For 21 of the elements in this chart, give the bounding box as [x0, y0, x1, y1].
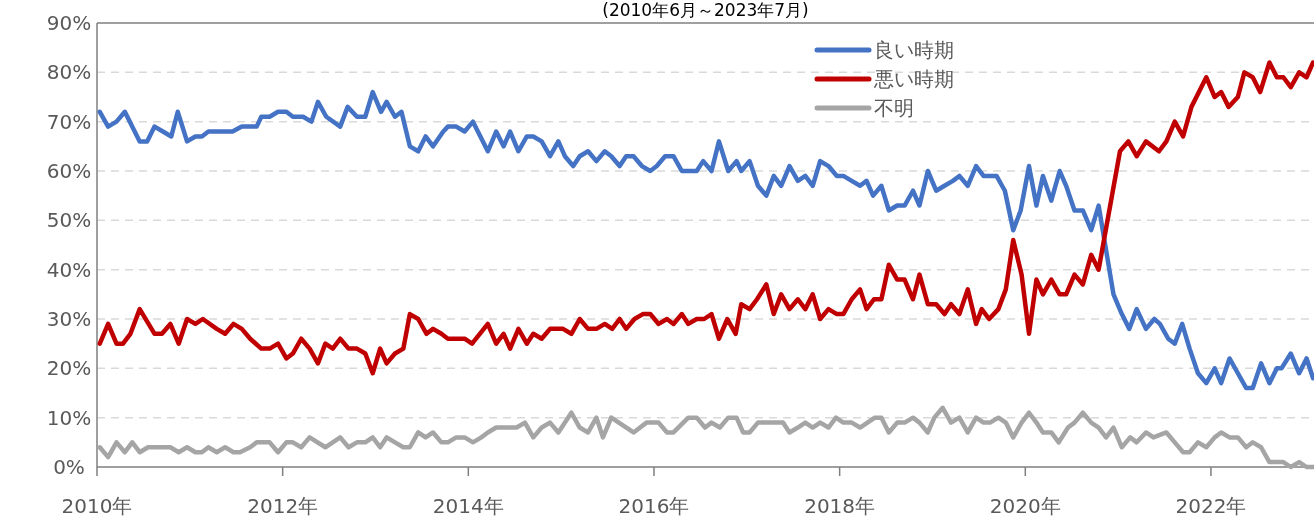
legend-label: 良い時期 — [874, 38, 954, 62]
y-tick-label: 90% — [46, 11, 92, 35]
x-tick-label: 2022年 — [1175, 494, 1247, 518]
y-tick-label: 60% — [46, 159, 92, 183]
y-tick-label: 30% — [46, 307, 92, 331]
y-tick-label: 0% — [53, 455, 85, 479]
x-tick-label: 2012年 — [247, 494, 319, 518]
legend-label: 悪い時期 — [873, 67, 954, 91]
x-tick-label: 2018年 — [804, 494, 876, 518]
x-tick-label: 2010年 — [61, 494, 133, 518]
y-tick-label: 40% — [46, 257, 92, 282]
y-tick-label: 50% — [46, 208, 92, 233]
x-tick-label: 2016年 — [618, 494, 690, 518]
y-tick-label: 70% — [46, 109, 92, 134]
x-tick-label: 2020年 — [989, 494, 1061, 518]
legend-label: 不明 — [874, 96, 914, 120]
x-tick-label: 2014年 — [432, 494, 504, 518]
y-tick-label: 20% — [46, 356, 92, 381]
y-tick-label: 10% — [46, 405, 92, 430]
y-tick-label: 80% — [46, 60, 92, 85]
chart-title: (2010年6月～2023年7月) — [602, 0, 809, 20]
